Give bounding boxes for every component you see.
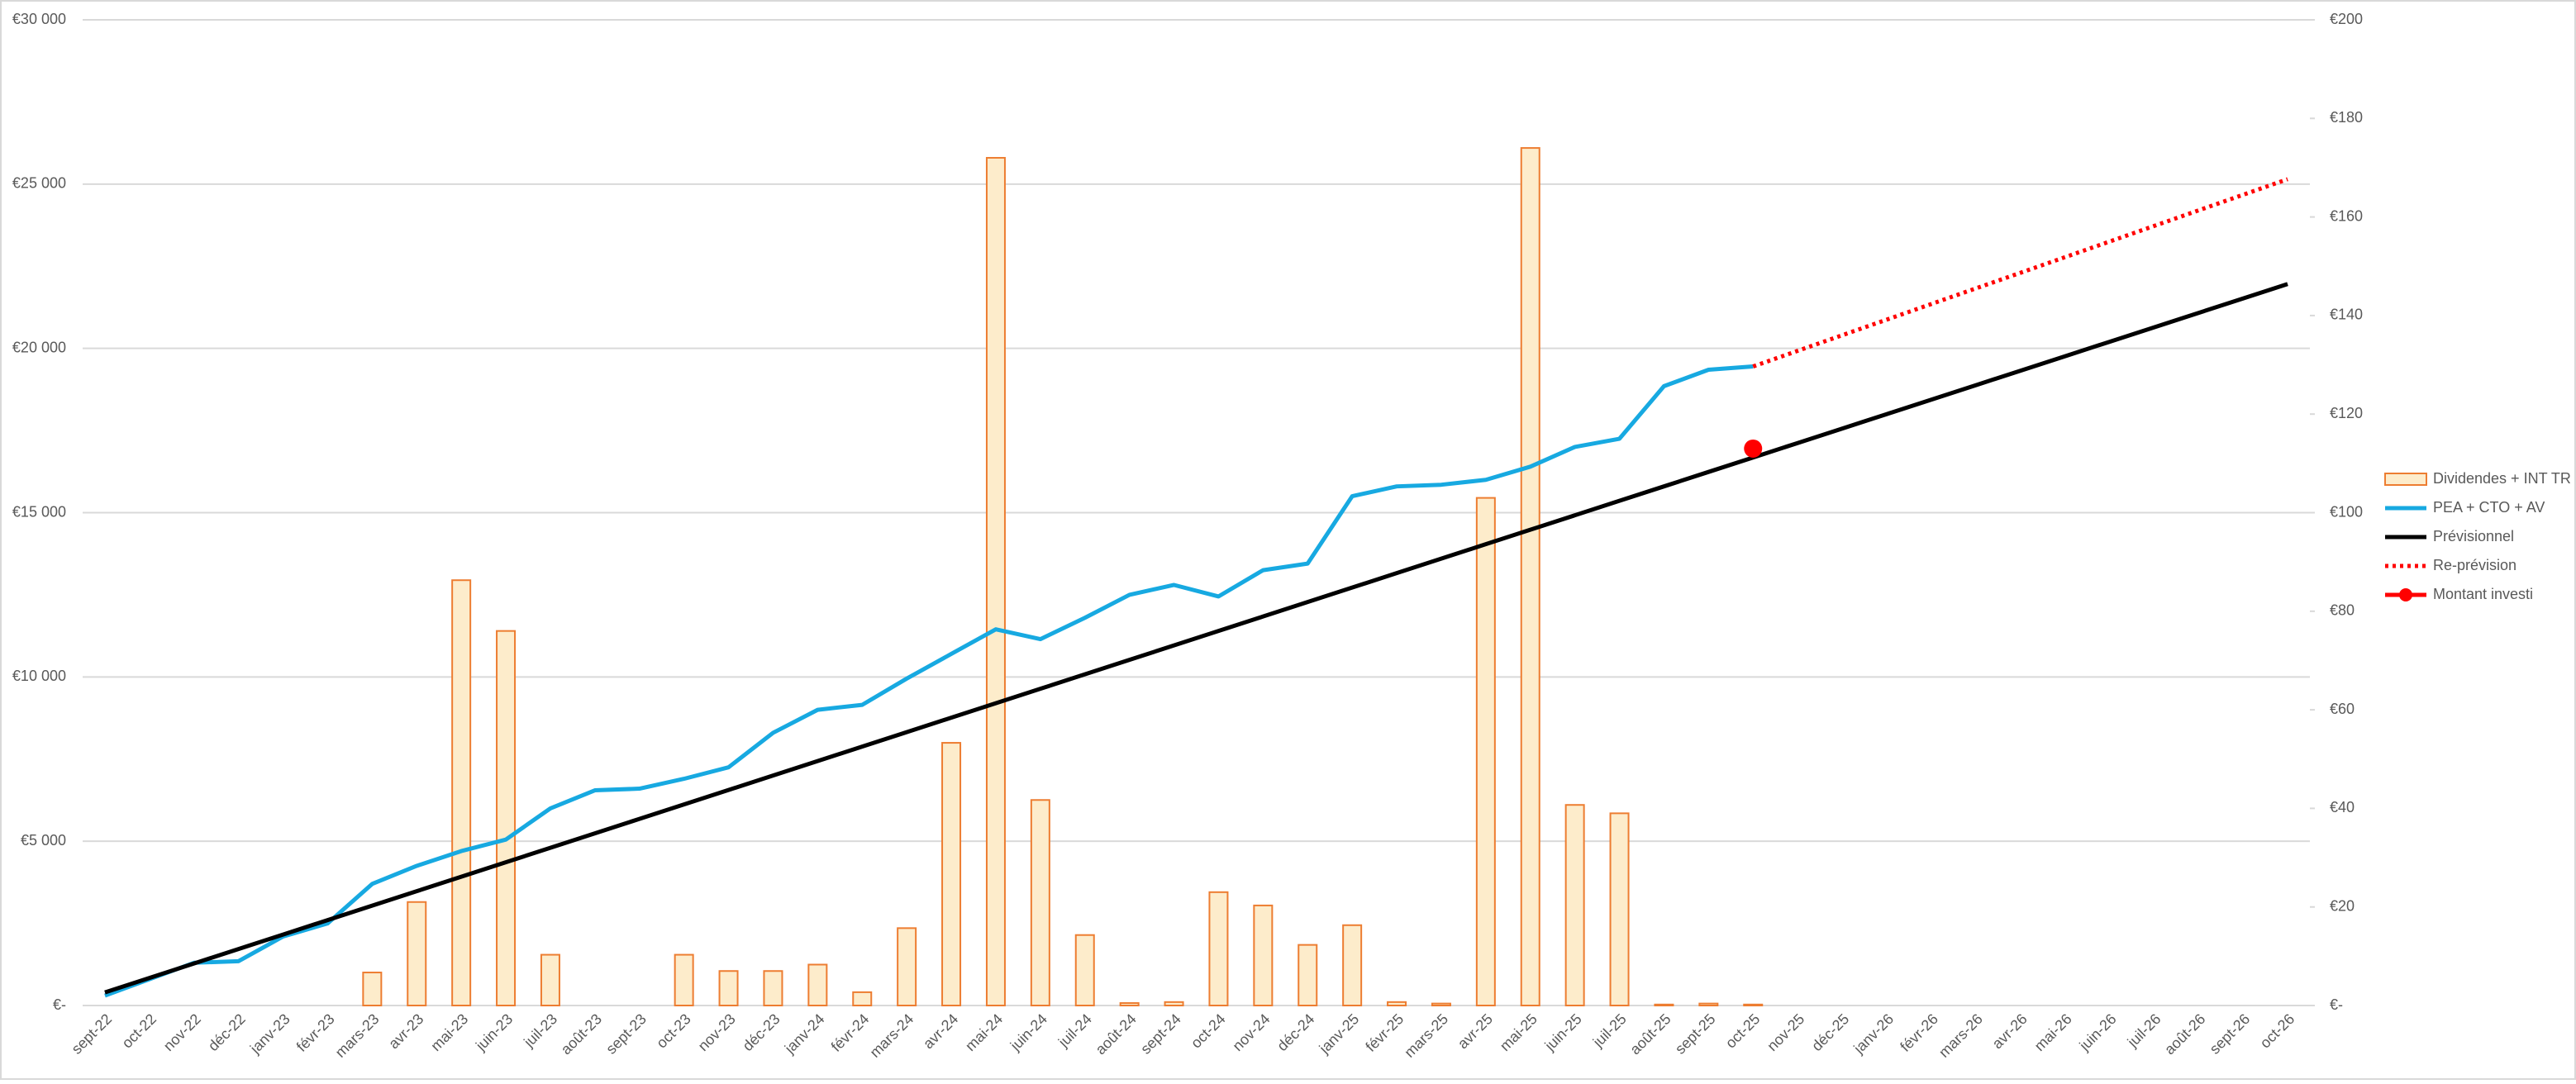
y-tick-label: €5 000 — [21, 832, 66, 849]
line — [1752, 177, 2288, 368]
bar — [1164, 1001, 1184, 1006]
y-tick-label: €20 000 — [12, 339, 66, 355]
line — [104, 364, 1754, 998]
bar — [407, 901, 427, 1006]
bar — [1387, 1001, 1407, 1006]
bar — [1074, 934, 1095, 1006]
bar — [1298, 944, 1318, 1006]
y2-tick-label: €200 — [2330, 11, 2363, 27]
bar — [718, 970, 739, 1006]
bar — [1475, 497, 1496, 1006]
bar — [496, 630, 517, 1006]
bar — [674, 953, 694, 1007]
bar — [1208, 891, 1229, 1007]
y-tick-label: €30 000 — [12, 11, 66, 27]
bar — [807, 963, 828, 1006]
legend-label: Re-prévision — [2433, 557, 2516, 573]
legend-label: PEA + CTO + AV — [2433, 499, 2545, 516]
y2-tick-label: €40 — [2330, 799, 2355, 815]
bar — [1119, 1002, 1140, 1006]
y-tick-label: €25 000 — [12, 175, 66, 192]
bar — [1030, 799, 1050, 1007]
y2-tick-label: €180 — [2330, 109, 2363, 126]
bar — [852, 991, 873, 1007]
bar — [763, 970, 783, 1006]
line — [104, 282, 2288, 995]
bar — [897, 927, 917, 1006]
bar — [985, 157, 1006, 1006]
bar — [1520, 147, 1540, 1007]
y2-tick-label: €- — [2330, 996, 2343, 1013]
legend-marker — [2399, 588, 2412, 601]
bar — [1609, 812, 1630, 1006]
bar — [451, 579, 472, 1006]
bar — [1564, 804, 1585, 1006]
bar — [1253, 904, 1274, 1007]
legend-label: Prévisionnel — [2433, 528, 2514, 544]
y-tick-label: €10 000 — [12, 668, 66, 684]
bar — [540, 953, 560, 1007]
bar — [362, 972, 383, 1007]
legend-swatch — [2384, 473, 2427, 486]
y2-tick-label: €120 — [2330, 405, 2363, 421]
y2-tick-label: €80 — [2330, 602, 2355, 619]
legend-label: Montant investi — [2433, 586, 2533, 602]
y-tick-label: €15 000 — [12, 503, 66, 520]
y2-tick-label: €20 — [2330, 897, 2355, 914]
bar — [941, 742, 962, 1006]
marker — [1744, 439, 1763, 458]
bar — [1743, 1003, 1764, 1007]
legend-label: Dividendes + INT TR — [2433, 470, 2571, 487]
bar — [1654, 1003, 1674, 1007]
y2-tick-label: €60 — [2330, 701, 2355, 717]
bar — [1342, 924, 1363, 1007]
y2-tick-label: €140 — [2330, 307, 2363, 323]
y-tick-label: €- — [53, 996, 66, 1013]
y2-tick-label: €160 — [2330, 207, 2363, 224]
bar — [1431, 1002, 1451, 1007]
bar — [1698, 1002, 1719, 1007]
y2-tick-label: €100 — [2330, 503, 2363, 520]
